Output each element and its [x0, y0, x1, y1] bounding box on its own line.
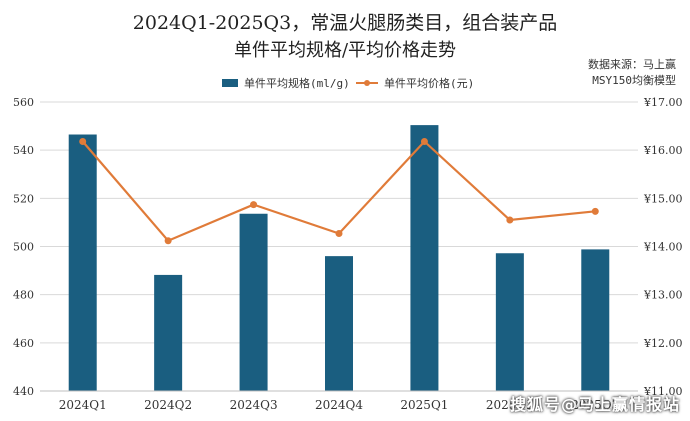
right-tick-label: ¥14.00	[643, 241, 683, 254]
right-tick-label: ¥12.00	[643, 337, 683, 350]
left-tick-label: 460	[13, 337, 34, 350]
legend-line-label: 单件平均价格(元)	[384, 77, 475, 90]
right-axis: ¥11.00 ¥12.00 ¥13.00 ¥14.00 ¥15.00 ¥16.00 ¥17.…	[643, 96, 683, 398]
right-tick-label: ¥17.00	[643, 96, 683, 109]
legend-item-line: 单件平均价格(元)	[356, 75, 474, 91]
left-tick-label: 440	[13, 385, 34, 398]
line-point	[420, 137, 428, 145]
left-tick-label: 500	[13, 241, 34, 254]
right-tick-label: ¥11.00	[643, 385, 683, 398]
x-tick-label: 2024Q1	[59, 398, 107, 412]
left-tick-label: 540	[13, 144, 34, 157]
line-point	[506, 216, 514, 224]
right-tick-label: ¥15.00	[643, 192, 683, 205]
right-tick-label: ¥16.00	[643, 144, 683, 157]
line-series	[79, 137, 599, 245]
left-tick-label: 560	[13, 96, 34, 109]
left-tick-label: 520	[13, 192, 34, 205]
bar	[154, 274, 183, 391]
line-point	[250, 201, 258, 209]
x-tick-label: 2025Q1	[400, 398, 448, 412]
bar-series	[68, 125, 610, 392]
legend-item-bar: 单件平均规格(ml/g)	[222, 75, 350, 91]
legend-bar-label: 单件平均规格(ml/g)	[244, 77, 350, 90]
left-tick-label: 480	[13, 289, 34, 302]
bar	[495, 253, 524, 391]
line-point	[591, 207, 599, 215]
legend-line-swatch	[356, 80, 378, 86]
line-point	[164, 237, 172, 245]
model-label: MSY150均衡模型	[592, 74, 676, 87]
watermark: 搜狐号@马上赢情报站	[509, 395, 680, 414]
legend-bar-swatch	[222, 79, 238, 87]
line-point	[335, 229, 343, 237]
line-point	[79, 137, 87, 145]
left-axis: 440 460 480 500 520 540 560	[13, 96, 34, 398]
bar	[581, 249, 610, 391]
x-axis: 2024Q1 2024Q2 2024Q3 2024Q4 2025Q1 2025Q2 2025…	[40, 390, 638, 412]
legend: 单件平均规格(ml/g) 单件平均价格(元)	[0, 75, 690, 91]
x-tick-label: 2025Q3	[571, 398, 619, 412]
x-tick-label: 2024Q2	[144, 398, 192, 412]
x-tick-label: 2024Q4	[315, 398, 363, 412]
bar	[325, 256, 353, 391]
chart-title-line2: 单件平均规格/平均价格走势	[233, 40, 457, 61]
source-label: 数据来源：马上赢	[588, 58, 676, 71]
chart-title-line1: 2024Q1-2025Q3，常温火腿肠类目，组合装产品	[132, 12, 558, 34]
price-line	[81, 139, 596, 243]
bar	[68, 134, 97, 391]
bar	[239, 213, 268, 391]
right-tick-label: ¥13.00	[643, 289, 683, 302]
bar	[410, 125, 439, 392]
x-tick-label: 2024Q3	[230, 398, 278, 412]
x-tick-label: 2025Q2	[486, 398, 534, 412]
